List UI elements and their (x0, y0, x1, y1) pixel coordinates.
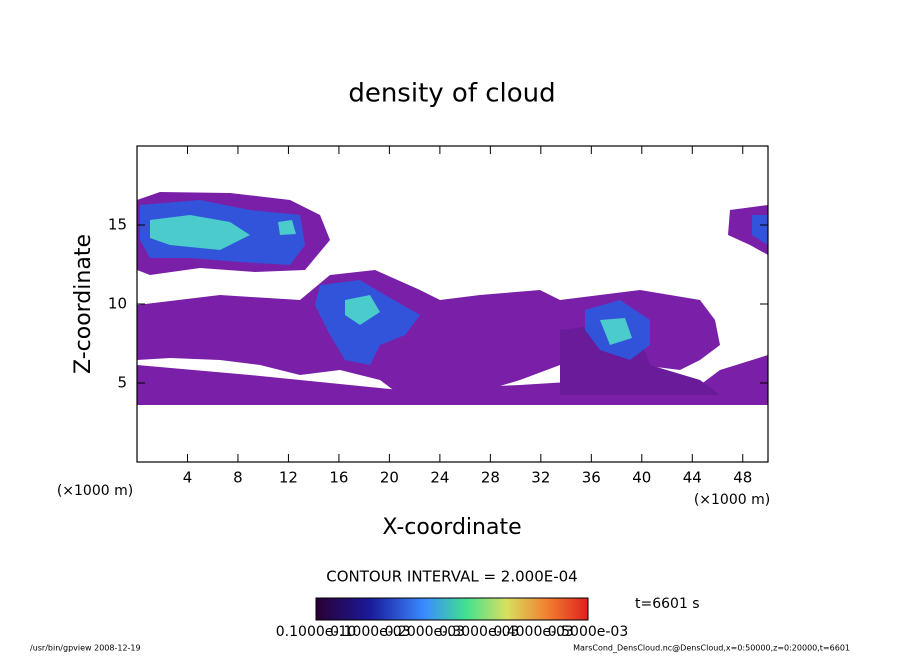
contour-interval: CONTOUR INTERVAL = 2.000E-04 (326, 568, 577, 586)
colorbar-label: 0.3000e-03 (439, 624, 519, 640)
x-tick-label: 48 (733, 469, 752, 487)
y-unit: (×1000 m) (57, 483, 133, 499)
x-tick-label: 24 (430, 469, 449, 487)
y-tick-label: 10 (108, 295, 127, 313)
x-tick-label: 44 (683, 469, 702, 487)
x-tick-label: 28 (481, 469, 500, 487)
x-tick-label: 16 (329, 469, 348, 487)
x-tick-label: 20 (380, 469, 399, 487)
colorbar-label: 0.1000e-10 (276, 624, 356, 640)
colorbar-label: 0.1000e-03 (330, 624, 410, 640)
x-tick-label: 12 (279, 469, 298, 487)
colorbar-label: 0.2000e-03 (385, 624, 465, 640)
cloud-peak (150, 215, 632, 345)
x-tick-label: 36 (582, 469, 601, 487)
x-unit: (×1000 m) (694, 492, 770, 508)
colorbar (315, 597, 589, 621)
colorbar-label: 0.5000e-03 (548, 624, 628, 640)
y-axis-label: Z-coordinate (71, 234, 96, 374)
time-label: t=6601 s (635, 596, 700, 612)
y-tick-label: 15 (108, 216, 127, 234)
y-tick-label: 5 (117, 374, 127, 392)
x-tick-label: 4 (183, 469, 193, 487)
x-tick-label: 8 (233, 469, 243, 487)
chart-title: density of cloud (348, 79, 555, 109)
x-axis-label: X-coordinate (382, 515, 521, 540)
footer-left: /usr/bin/gpview 2008-12-19 (30, 644, 141, 653)
colorbar-label: 0.4000e-03 (493, 624, 573, 640)
footer-right: MarsCond_DensCloud.nc@DensCloud,x=0:5000… (573, 644, 850, 653)
x-tick-label: 32 (531, 469, 550, 487)
x-tick-label: 40 (632, 469, 651, 487)
